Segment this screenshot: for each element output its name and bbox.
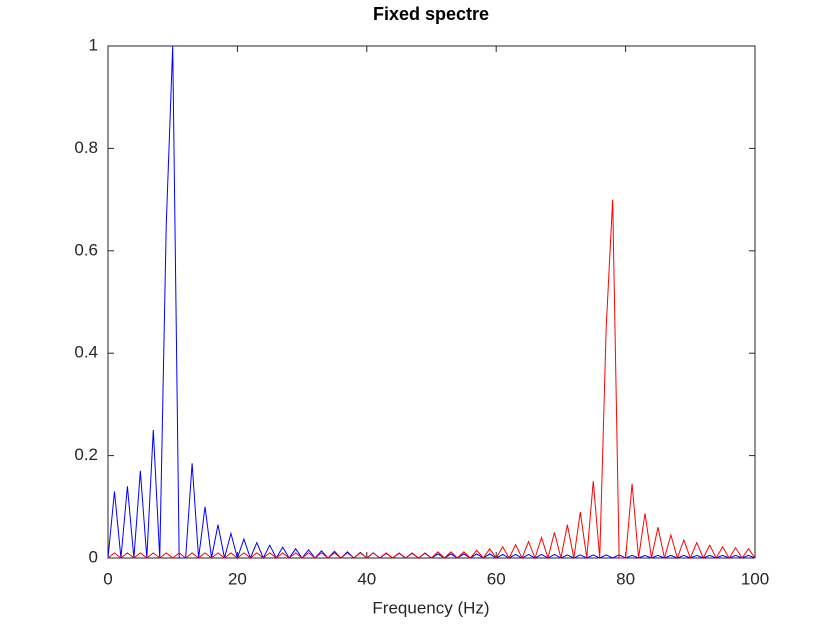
x-tick-label: 100 [741,569,769,588]
x-tick-label: 20 [228,569,247,588]
x-tick-label: 80 [616,569,635,588]
y-tick-label: 0 [89,547,98,566]
x-tick-label: 40 [357,569,376,588]
x-axis-label: Frequency (Hz) [372,598,489,617]
line-series [107,199,756,560]
y-tick-label: 0.2 [74,445,98,464]
chart-title: Fixed spectre [373,4,489,24]
y-tick-label: 0.6 [74,240,98,259]
y-tick-label: 0.4 [74,343,98,362]
x-tick-label: 60 [487,569,506,588]
plot-area [107,45,756,559]
y-tick-label: 1 [89,35,98,54]
y-tick-label: 0.8 [74,138,98,157]
x-tick-label: 0 [103,569,112,588]
